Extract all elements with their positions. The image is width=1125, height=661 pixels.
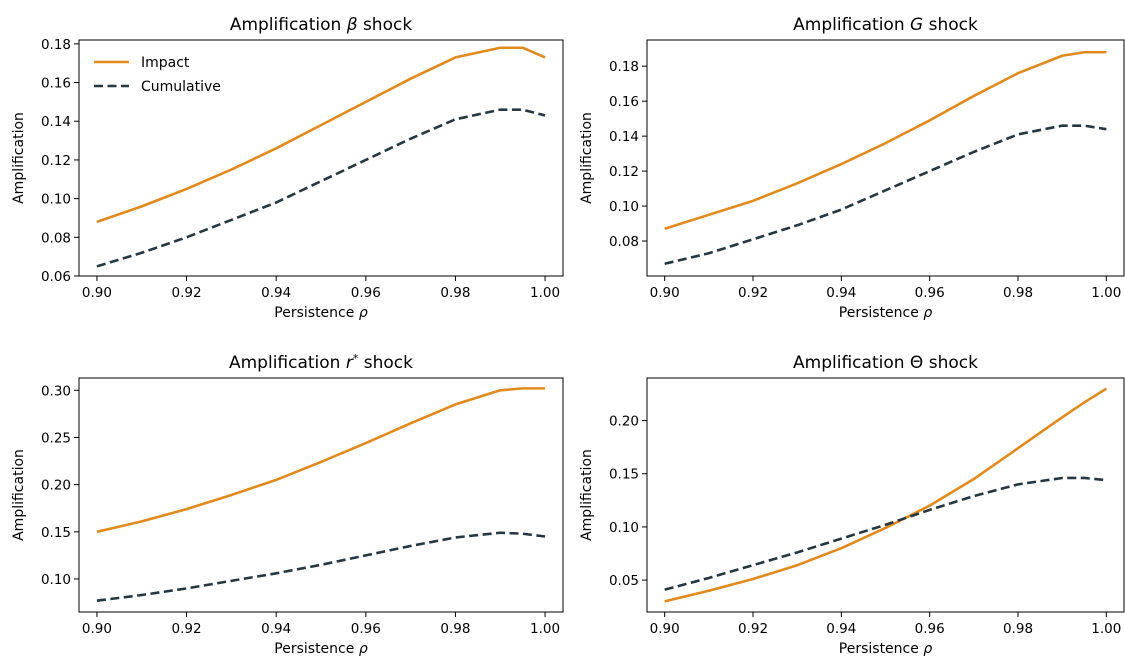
y-axis-label: Amplification bbox=[11, 449, 27, 541]
x-tick-label: 0.96 bbox=[351, 285, 381, 301]
x-tick-label: 0.98 bbox=[1003, 621, 1033, 637]
x-tick-label: 0.90 bbox=[82, 285, 112, 301]
y-tick-label: 0.16 bbox=[609, 94, 639, 110]
x-tick-label: 1.00 bbox=[530, 285, 560, 301]
legend-label-cumulative: Cumulative bbox=[141, 79, 221, 95]
legend: Impact Cumulative bbox=[94, 55, 221, 95]
y-tick-label: 0.14 bbox=[41, 114, 71, 130]
series-line-impact bbox=[664, 387, 1108, 603]
subplot-4: 0.90 0.92 0.94 0.96 0.98 1.00 0.05 0.10 0.15 0.20… bbox=[579, 353, 1125, 657]
y-tick-label: 0.10 bbox=[609, 199, 639, 215]
y-tick-label: 0.15 bbox=[609, 467, 639, 483]
x-tick-label: 0.94 bbox=[826, 621, 856, 637]
y-tick-label: 0.30 bbox=[41, 383, 71, 399]
legend-label-impact: Impact bbox=[141, 55, 190, 71]
x-tick-label: 0.90 bbox=[650, 621, 680, 637]
y-axis-label: Amplification bbox=[11, 112, 27, 204]
chart-title: Amplification Θ shock bbox=[793, 353, 978, 373]
y-tick-label: 0.05 bbox=[609, 573, 639, 589]
y-axis-label: Amplification bbox=[579, 449, 595, 541]
y-tick-label: 0.20 bbox=[41, 478, 71, 494]
x-tick-label: 0.92 bbox=[738, 285, 768, 301]
series-line-impact bbox=[96, 46, 546, 224]
chart-title: Amplification r* shock bbox=[229, 352, 413, 374]
y-tick-label: 0.20 bbox=[609, 414, 639, 430]
y-tick-label: 0.16 bbox=[41, 76, 71, 92]
x-tick-label: 0.94 bbox=[261, 285, 291, 301]
y-tick-label: 0.15 bbox=[41, 525, 71, 541]
x-tick-label: 0.98 bbox=[1003, 285, 1033, 301]
y-tick-label: 0.10 bbox=[41, 572, 71, 588]
x-axis-label: Persistence ρ bbox=[274, 305, 368, 321]
y-axis-label: Amplification bbox=[579, 112, 595, 204]
x-tick-label: 0.92 bbox=[172, 285, 202, 301]
chart-title: Amplification β shock bbox=[230, 15, 413, 35]
x-tick-label: 0.94 bbox=[826, 285, 856, 301]
series-line-cumulative bbox=[664, 124, 1107, 266]
x-tick-label: 0.92 bbox=[738, 621, 768, 637]
x-tick-label: 0.90 bbox=[650, 285, 680, 301]
y-tick-label: 0.14 bbox=[609, 129, 639, 145]
subplot-2: 0.90 0.92 0.94 0.96 0.98 1.00 0.08 0.10 0.12 0.14… bbox=[579, 15, 1125, 321]
x-tick-label: 0.96 bbox=[351, 621, 381, 637]
x-tick-label: 1.00 bbox=[1091, 285, 1121, 301]
y-tick-label: 0.08 bbox=[41, 230, 71, 246]
x-tick-label: 1.00 bbox=[1091, 621, 1121, 637]
x-tick-label: 0.96 bbox=[915, 621, 945, 637]
y-tick-label: 0.06 bbox=[41, 269, 71, 285]
y-tick-label: 0.18 bbox=[41, 37, 71, 53]
x-tick-label: 0.98 bbox=[440, 621, 470, 637]
axes-frame bbox=[646, 39, 1125, 277]
y-tick-label: 0.12 bbox=[609, 164, 639, 180]
series-line-impact bbox=[96, 387, 546, 534]
series-line-impact bbox=[664, 50, 1107, 231]
subplot-1: 0.90 0.92 0.94 0.96 0.98 1.00 0.06 0.08 0.10 0.12… bbox=[11, 15, 564, 321]
series-line-cumulative bbox=[664, 476, 1107, 591]
chart-title: Amplification G shock bbox=[793, 15, 978, 35]
y-tick-label: 0.12 bbox=[41, 153, 71, 169]
x-tick-label: 0.98 bbox=[440, 285, 470, 301]
subplot-3: 0.90 0.92 0.94 0.96 0.98 1.00 0.10 0.15 0.20 0.25… bbox=[11, 352, 564, 657]
y-tick-label: 0.10 bbox=[609, 520, 639, 536]
x-axis-label: Persistence ρ bbox=[839, 641, 933, 657]
series-line-cumulative bbox=[96, 108, 546, 268]
x-tick-label: 0.90 bbox=[82, 621, 112, 637]
series-line-cumulative bbox=[96, 531, 546, 602]
x-tick-label: 1.00 bbox=[530, 621, 560, 637]
y-tick-label: 0.08 bbox=[609, 234, 639, 250]
x-tick-label: 0.92 bbox=[172, 621, 202, 637]
y-tick-label: 0.10 bbox=[41, 192, 71, 208]
y-tick-label: 0.25 bbox=[41, 430, 71, 446]
x-axis-label: Persistence ρ bbox=[839, 305, 933, 321]
x-axis-label: Persistence ρ bbox=[274, 641, 368, 657]
axes-frame bbox=[78, 377, 564, 613]
x-tick-label: 0.96 bbox=[915, 285, 945, 301]
axes-frame bbox=[646, 377, 1125, 613]
x-tick-label: 0.94 bbox=[261, 621, 291, 637]
axes-frame bbox=[78, 39, 564, 277]
y-tick-label: 0.18 bbox=[609, 59, 639, 75]
